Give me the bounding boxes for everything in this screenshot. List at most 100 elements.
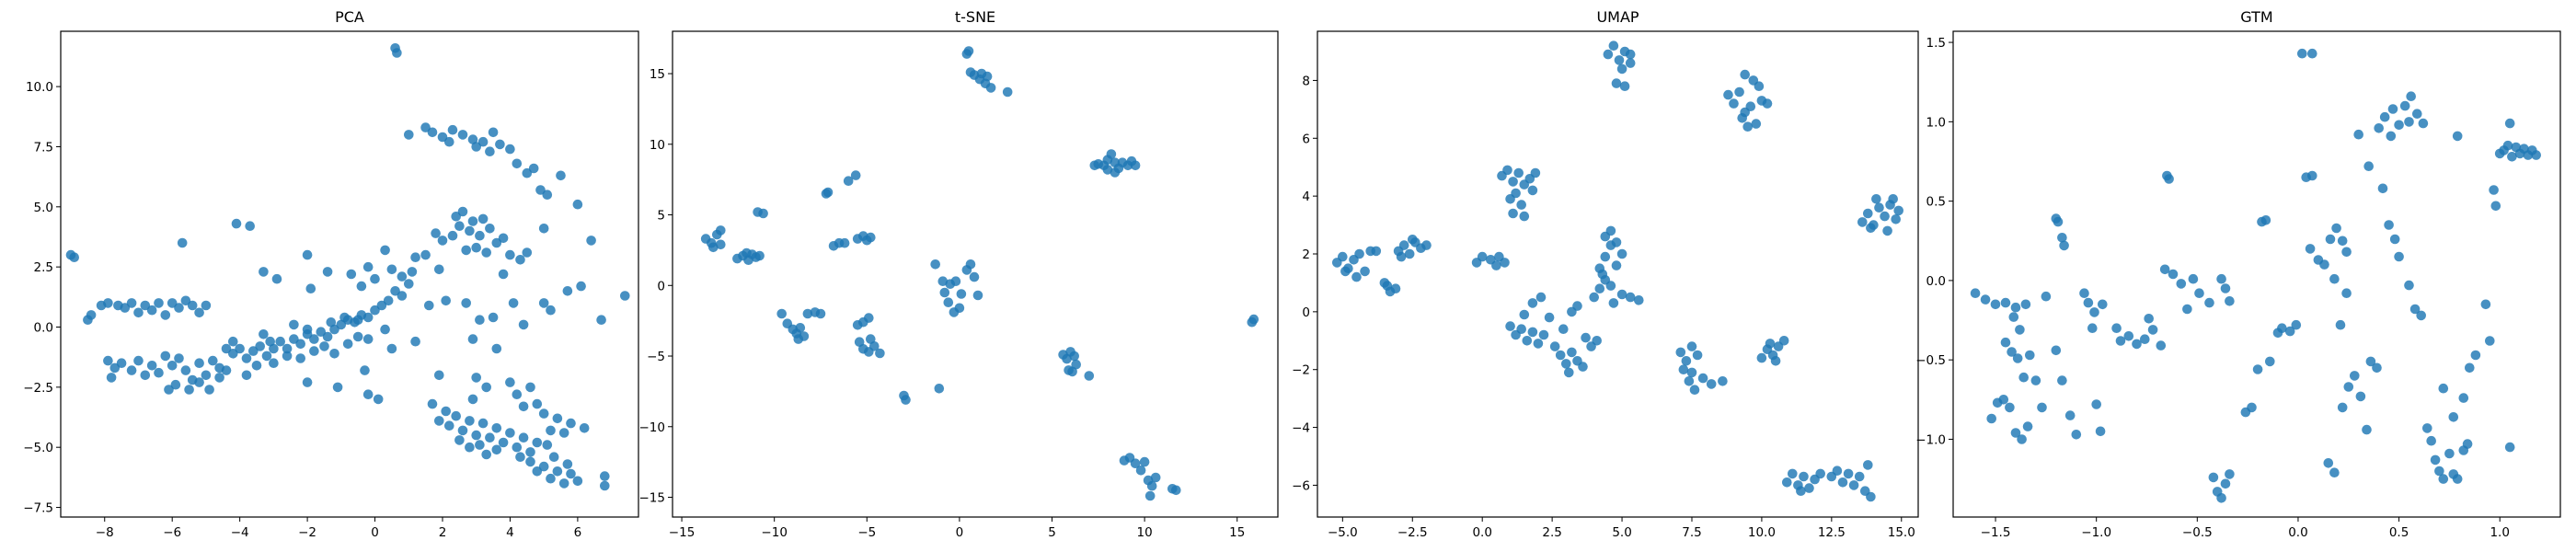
data-point (969, 271, 980, 282)
data-point (1804, 483, 1814, 493)
data-point (116, 358, 127, 369)
data-point (1340, 266, 1351, 277)
data-point (1718, 376, 1728, 386)
data-point (2012, 353, 2023, 363)
data-point (1106, 149, 1117, 159)
data-point (170, 379, 181, 390)
data-point (2448, 412, 2459, 422)
data-point (2297, 48, 2307, 59)
y-tick-label: 0.0 (34, 321, 53, 336)
data-point (404, 279, 414, 289)
data-point (2374, 123, 2384, 133)
data-point (2220, 283, 2231, 293)
data-point (481, 449, 491, 460)
data-point (2355, 391, 2366, 402)
data-point (2409, 304, 2421, 315)
data-point (362, 334, 374, 344)
data-point (2438, 383, 2449, 394)
data-point (2000, 297, 2011, 308)
data-point (2022, 421, 2033, 431)
data-point (498, 233, 509, 244)
y-tick-label: 2.5 (34, 260, 53, 275)
data-point (1734, 86, 1744, 98)
data-point (1871, 194, 1881, 204)
data-point (1572, 301, 1582, 311)
data-point (498, 269, 509, 280)
data-point (1723, 89, 1733, 100)
data-point (1843, 468, 1854, 479)
y-tick-label: 2 (1302, 247, 1310, 262)
data-point (1762, 98, 1773, 109)
data-point (1555, 350, 1566, 361)
data-point (1519, 309, 1530, 320)
data-point (2404, 117, 2414, 127)
data-point (441, 295, 452, 306)
data-point (380, 245, 390, 256)
data-point (2025, 350, 2035, 361)
data-point (1530, 167, 1541, 178)
data-point (742, 247, 752, 259)
data-point (2098, 299, 2108, 310)
data-point (228, 349, 238, 359)
data-point (1084, 371, 1095, 381)
data-point (2057, 232, 2067, 243)
data-point (1608, 40, 1619, 51)
data-point (982, 71, 993, 82)
data-point (2323, 458, 2334, 468)
data-point (2452, 131, 2463, 142)
data-point (2071, 430, 2082, 440)
y-tick-label: 0.0 (1926, 274, 1946, 289)
data-point (2341, 247, 2352, 258)
data-point (302, 377, 313, 387)
data-point (2426, 435, 2436, 446)
x-tick-label: 2.5 (1542, 525, 1561, 540)
data-point (1619, 81, 1630, 91)
data-point (2059, 240, 2069, 251)
data-point (956, 289, 967, 299)
y-tick-label: −1.0 (1915, 432, 1946, 447)
data-point (187, 300, 198, 311)
data-point (1516, 200, 1526, 210)
data-point (1354, 248, 1364, 259)
y-tick-label: 10 (650, 138, 665, 153)
x-tick-label: 10.0 (1748, 525, 1776, 540)
x-tick-label: −2.5 (1397, 525, 1428, 540)
data-point (1351, 271, 1362, 282)
data-point (518, 432, 529, 443)
x-tick-label: −10 (761, 525, 788, 540)
data-point (716, 239, 726, 250)
data-point (864, 313, 874, 323)
data-point (164, 385, 174, 395)
scatter-points (700, 46, 1259, 501)
data-point (546, 305, 556, 316)
data-point (431, 228, 441, 238)
data-point (1527, 185, 1538, 196)
data-point (2335, 319, 2346, 330)
data-point (1745, 101, 1756, 111)
data-point (1564, 367, 1574, 378)
data-point (2115, 336, 2126, 346)
data-point (795, 323, 806, 333)
data-point (1527, 327, 1538, 338)
data-point (1069, 351, 1079, 362)
data-point (2005, 402, 2015, 413)
data-point (441, 406, 452, 417)
chart-title: GTM (2240, 8, 2272, 26)
data-point (1135, 466, 1146, 476)
data-point (1970, 288, 1981, 299)
data-point (1130, 160, 1141, 171)
data-point (1616, 289, 1627, 300)
data-point (1893, 205, 1903, 216)
data-point (194, 377, 204, 387)
data-point (140, 370, 151, 381)
data-point (451, 410, 462, 421)
data-point (950, 276, 961, 287)
data-point (1625, 292, 1636, 303)
data-point (1634, 295, 1644, 305)
data-point (2188, 273, 2199, 284)
x-tick-label: 15 (1229, 525, 1245, 540)
data-point (2337, 402, 2348, 413)
data-point (309, 346, 319, 356)
data-point (843, 176, 854, 186)
